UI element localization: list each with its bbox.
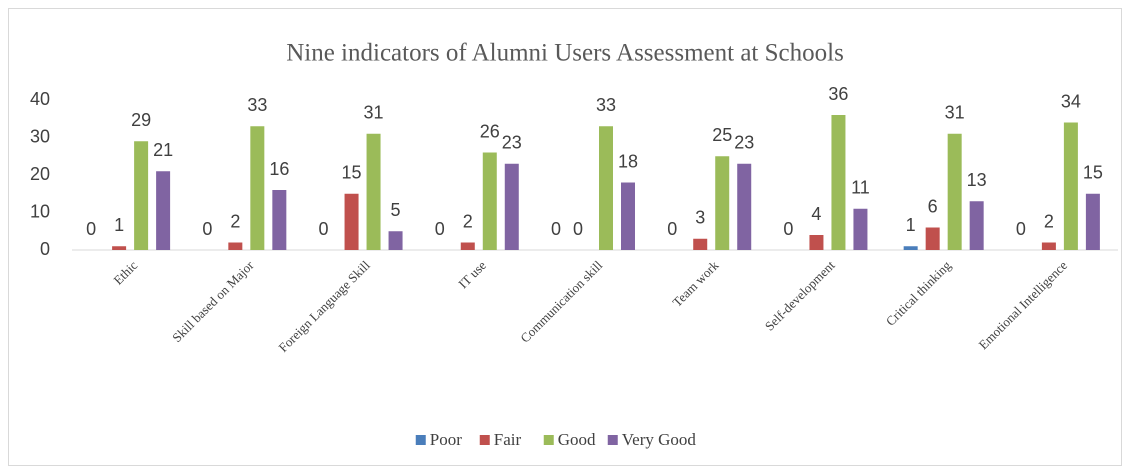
data-label: 29 xyxy=(131,110,151,130)
bar xyxy=(482,152,497,250)
data-label: 6 xyxy=(928,196,938,216)
bar xyxy=(460,242,475,250)
bar xyxy=(388,231,403,250)
data-label: 1 xyxy=(114,215,124,235)
bar xyxy=(831,115,846,250)
y-tick-label: 0 xyxy=(40,239,50,259)
bar xyxy=(969,201,984,250)
bar xyxy=(903,246,918,250)
data-label: 13 xyxy=(967,170,987,190)
bar xyxy=(737,163,752,250)
data-label: 0 xyxy=(319,219,329,239)
legend-swatch xyxy=(607,435,618,445)
legend-label: Good xyxy=(558,430,596,449)
bar xyxy=(156,171,171,250)
data-label: 5 xyxy=(391,200,401,220)
data-label: 2 xyxy=(230,211,240,231)
legend-swatch xyxy=(479,435,490,445)
data-label: 23 xyxy=(502,133,522,153)
data-label: 0 xyxy=(202,219,212,239)
data-label: 2 xyxy=(1044,211,1054,231)
data-label: 15 xyxy=(1083,163,1103,183)
data-label: 33 xyxy=(247,95,267,115)
legend-swatch xyxy=(415,435,426,445)
bar xyxy=(366,133,381,250)
bar xyxy=(1063,122,1078,250)
data-label: 16 xyxy=(269,159,289,179)
data-label: 15 xyxy=(342,163,362,183)
legend-label: Fair xyxy=(494,430,522,449)
data-label: 31 xyxy=(945,103,965,123)
bar xyxy=(112,246,127,250)
bar xyxy=(809,235,824,250)
y-tick-label: 40 xyxy=(30,89,50,109)
data-label: 31 xyxy=(364,103,384,123)
legend-label: Very Good xyxy=(622,430,697,449)
data-label: 18 xyxy=(618,151,638,171)
data-label: 25 xyxy=(712,125,732,145)
bar xyxy=(272,190,287,250)
bar xyxy=(693,238,708,250)
legend-label: Poor xyxy=(430,430,462,449)
y-tick-label: 30 xyxy=(30,126,50,146)
data-label: 0 xyxy=(667,219,677,239)
data-label: 3 xyxy=(695,208,705,228)
bar xyxy=(715,156,730,250)
data-label: 26 xyxy=(480,121,500,141)
y-tick-label: 10 xyxy=(30,201,50,221)
data-label: 33 xyxy=(596,95,616,115)
bar xyxy=(925,227,940,250)
data-label: 21 xyxy=(153,140,173,160)
data-label: 0 xyxy=(435,219,445,239)
data-label: 36 xyxy=(828,84,848,104)
legend-swatch xyxy=(543,435,554,445)
bar xyxy=(1085,193,1100,250)
data-label: 0 xyxy=(1016,219,1026,239)
bar xyxy=(947,133,962,250)
data-label: 2 xyxy=(463,211,473,231)
chart-title: Nine indicators of Alumni Users Assessme… xyxy=(286,40,844,67)
data-label: 11 xyxy=(851,178,870,198)
bar xyxy=(1041,242,1056,250)
data-label: 0 xyxy=(86,219,96,239)
data-label: 4 xyxy=(811,204,821,224)
data-label: 0 xyxy=(573,219,583,239)
data-label: 1 xyxy=(906,215,916,235)
bar xyxy=(134,141,149,250)
bar xyxy=(250,126,265,250)
data-label: 0 xyxy=(551,219,561,239)
bar xyxy=(621,182,635,250)
y-tick-label: 20 xyxy=(30,164,50,184)
bar xyxy=(504,163,519,250)
bar xyxy=(853,208,868,250)
bar xyxy=(344,193,359,250)
data-label: 0 xyxy=(783,219,793,239)
data-label: 23 xyxy=(734,133,754,153)
bar xyxy=(599,126,613,250)
bar xyxy=(228,242,243,250)
data-label: 34 xyxy=(1061,91,1081,111)
